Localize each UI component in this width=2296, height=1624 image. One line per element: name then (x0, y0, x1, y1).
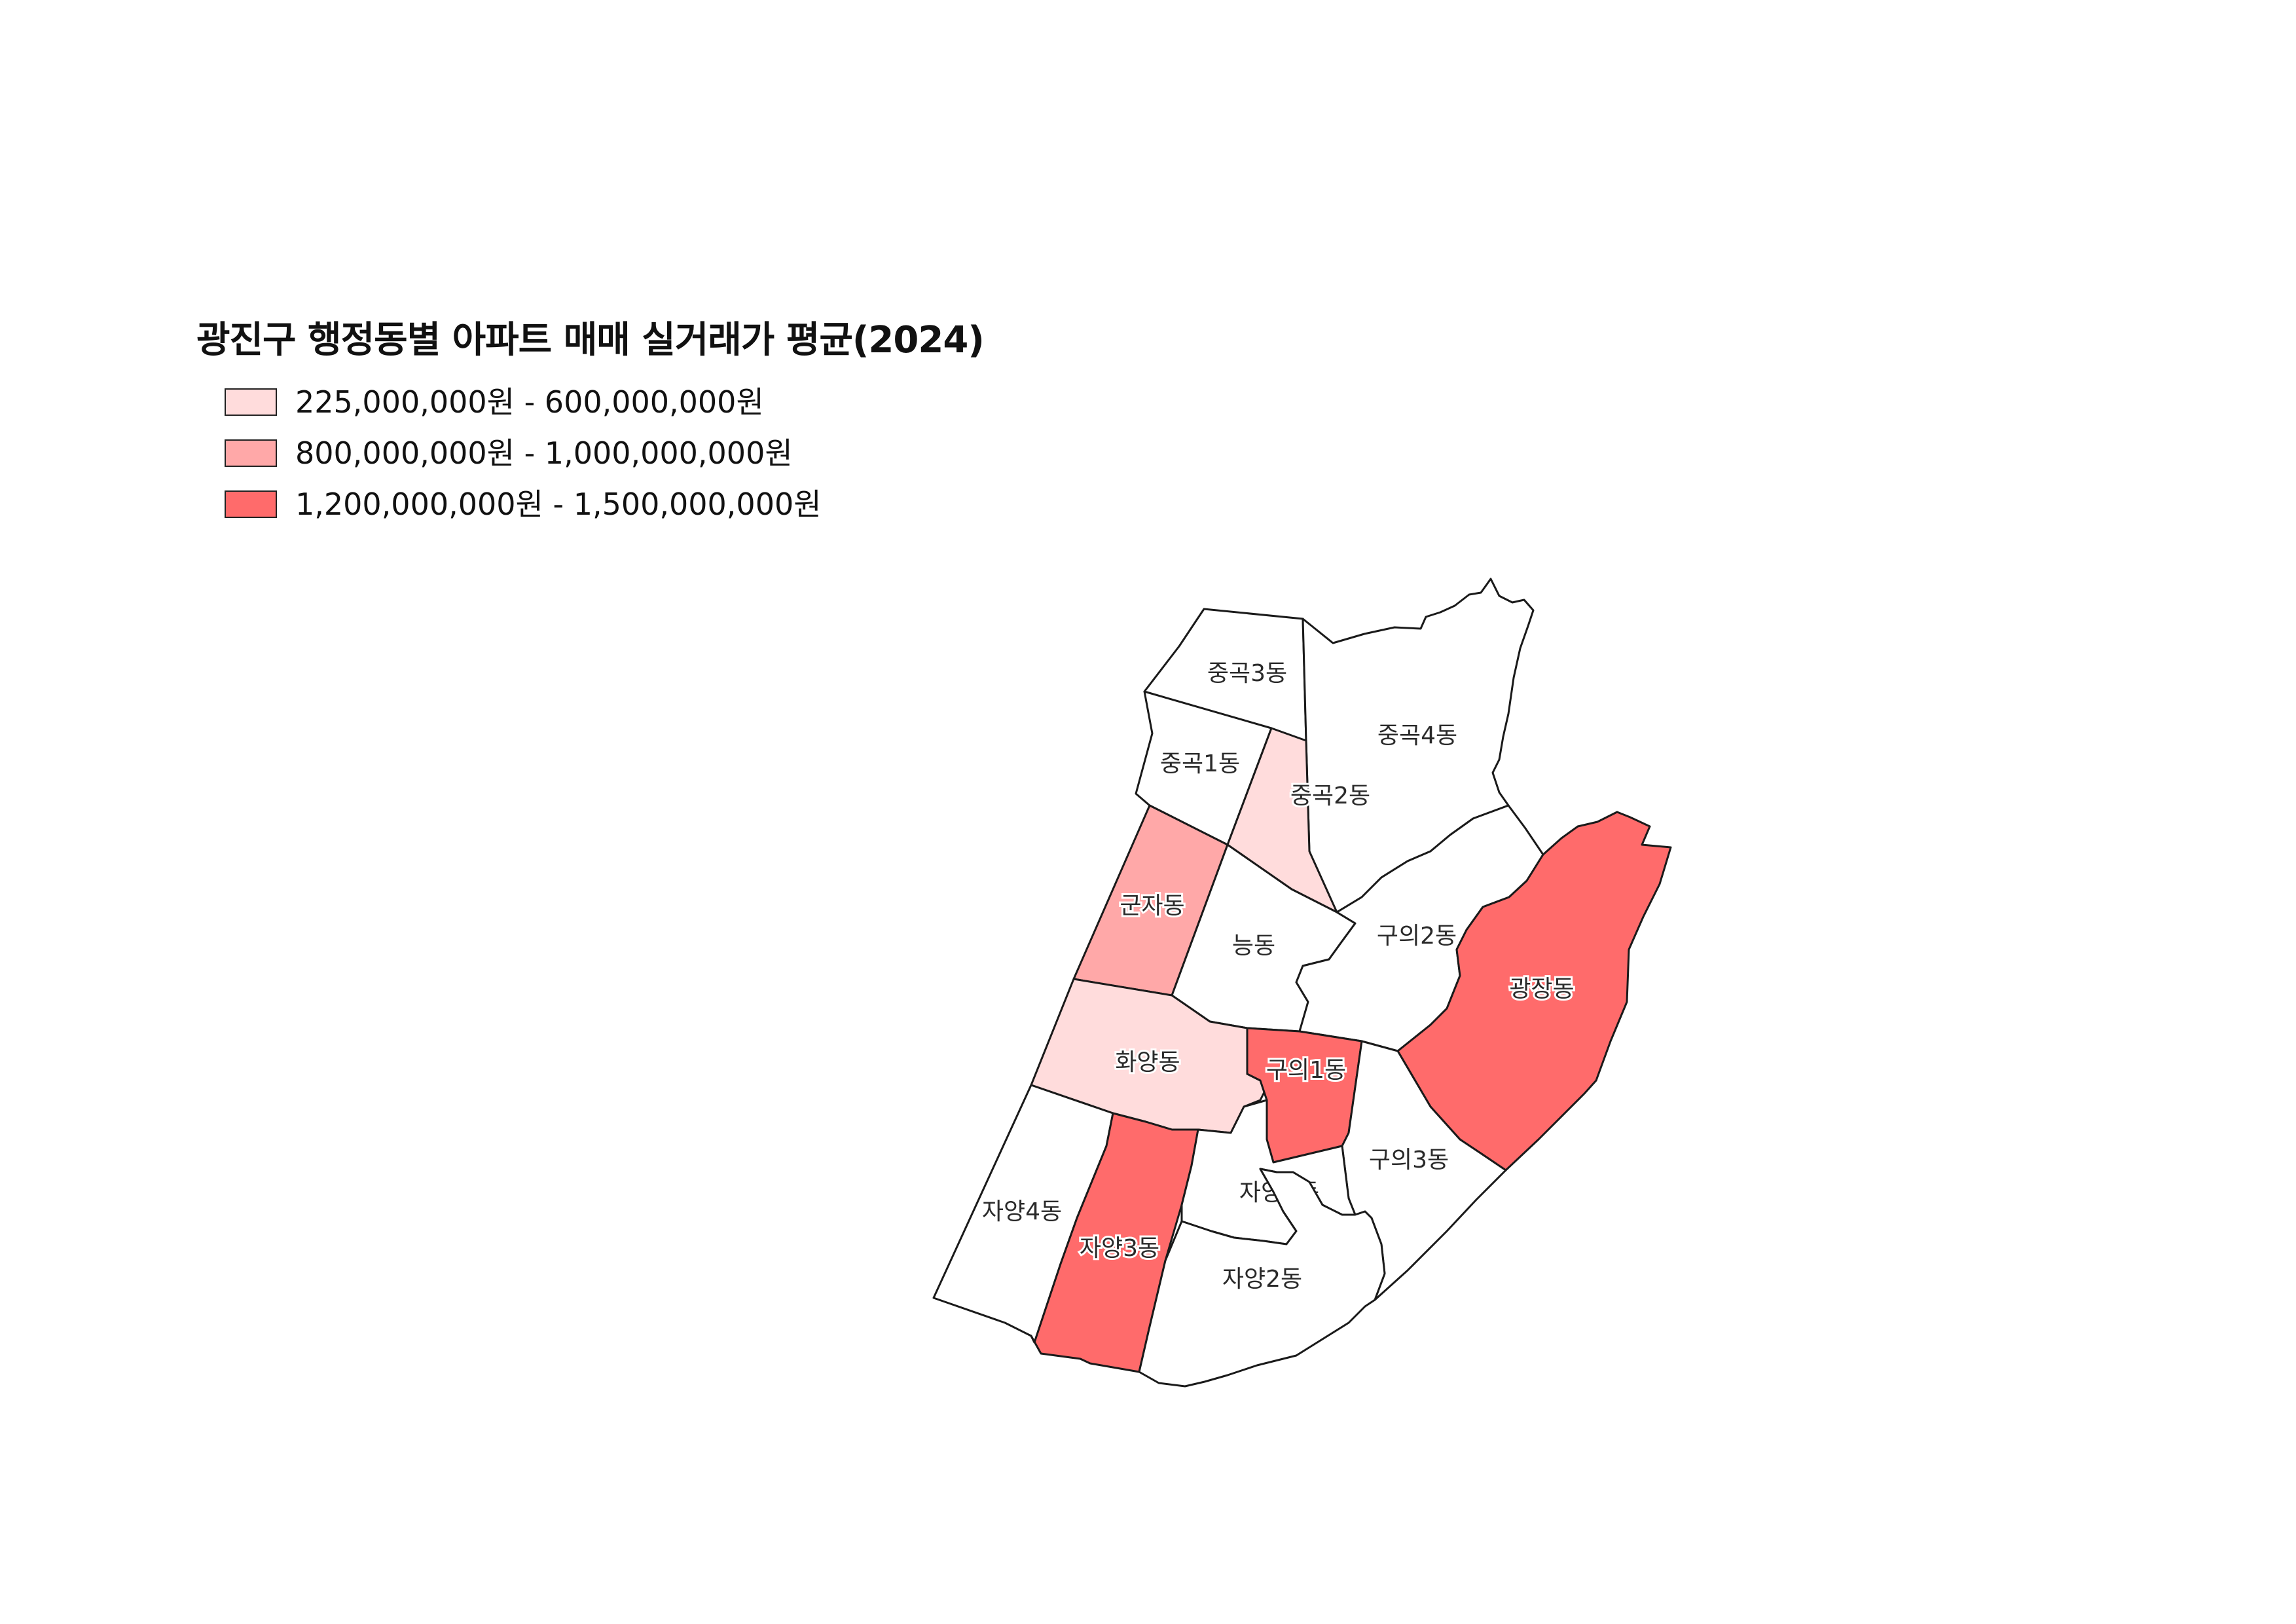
district-guui2[interactable]: 구의2동 (1295, 804, 1544, 1052)
district-jayang2[interactable]: 자양2동 (1138, 1168, 1386, 1388)
district-label: 구의2동 (1377, 923, 1457, 950)
district-shape (1396, 811, 1672, 1172)
district-shape (1030, 1112, 1199, 1373)
district-label: 구의1동 (1266, 1057, 1346, 1084)
district-label: 중곡3동 (1207, 660, 1287, 687)
legend-label: 1,200,000,000원 - 1,500,000,000원 (295, 487, 822, 522)
district-label: 자양4동 (982, 1198, 1062, 1225)
district-label: 중곡1동 (1160, 750, 1240, 777)
legend-label: 225,000,000원 - 600,000,000원 (295, 384, 764, 420)
district-label: 화양동 (1115, 1049, 1180, 1076)
district-junggok1[interactable]: 중곡1동 (1135, 690, 1273, 846)
legend-swatch (225, 490, 277, 518)
district-label: 자양3동 (1080, 1235, 1159, 1262)
legend-label: 800,000,000원 - 1,000,000,000원 (295, 435, 793, 471)
legend-swatch (225, 388, 277, 416)
legend-swatch (225, 439, 277, 467)
district-label: 군자동 (1120, 893, 1184, 919)
district-gwangjang[interactable]: 광장동 (1396, 811, 1672, 1172)
district-label: 능동 (1232, 932, 1275, 959)
district-junggok4[interactable]: 중곡4동 (1302, 578, 1535, 913)
district-label: 광장동 (1509, 976, 1574, 1003)
district-jayang4[interactable]: 자양4동 (932, 1084, 1114, 1344)
district-label: 자양2동 (1222, 1266, 1302, 1293)
district-label: 중곡2동 (1290, 783, 1370, 809)
district-jayang3[interactable]: 자양3동 (1030, 1112, 1199, 1373)
district-guui1[interactable]: 구의1동 (1246, 1027, 1363, 1164)
district-shape (1138, 1168, 1386, 1388)
district-junggok3[interactable]: 중곡3동 (1143, 608, 1307, 742)
district-label: 구의3동 (1369, 1147, 1449, 1173)
district-hwayang[interactable]: 화양동 (1030, 978, 1268, 1134)
map-title: 광진구 행정동별 아파트 매매 실거래가 평균(2024) (196, 319, 985, 361)
district-label: 중곡4동 (1377, 722, 1457, 749)
